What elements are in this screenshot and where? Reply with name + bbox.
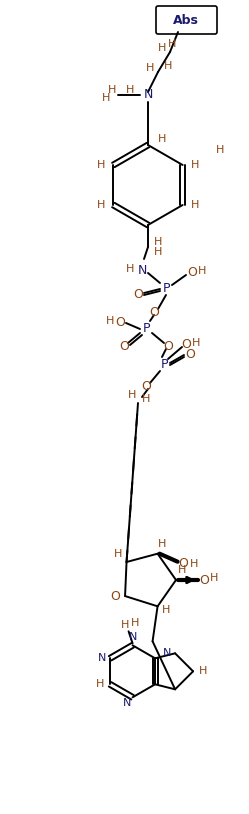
Text: H: H bbox=[164, 61, 172, 71]
Text: N: N bbox=[123, 698, 131, 708]
Text: N: N bbox=[128, 632, 137, 642]
Text: H: H bbox=[199, 667, 207, 676]
Text: N: N bbox=[137, 265, 147, 278]
Text: H: H bbox=[154, 247, 162, 257]
Text: O: O bbox=[179, 558, 188, 570]
Text: H: H bbox=[96, 680, 104, 689]
Text: P: P bbox=[162, 282, 170, 295]
Text: H: H bbox=[154, 237, 162, 247]
Text: H: H bbox=[142, 394, 150, 404]
Text: H: H bbox=[97, 200, 106, 210]
Text: N: N bbox=[143, 89, 153, 102]
Text: H: H bbox=[126, 264, 134, 274]
Text: N: N bbox=[98, 654, 106, 663]
Text: H: H bbox=[157, 539, 166, 549]
Text: O: O bbox=[181, 339, 191, 352]
Text: H: H bbox=[114, 549, 123, 559]
Text: O: O bbox=[110, 589, 120, 602]
Text: H: H bbox=[192, 338, 200, 348]
Text: H: H bbox=[106, 316, 114, 326]
Text: O: O bbox=[141, 380, 151, 393]
Text: P: P bbox=[160, 358, 168, 371]
Text: H: H bbox=[126, 85, 134, 95]
Text: H: H bbox=[158, 134, 166, 144]
Text: H: H bbox=[161, 606, 170, 615]
Text: O: O bbox=[133, 287, 143, 300]
Text: O: O bbox=[163, 340, 173, 353]
Text: H: H bbox=[190, 160, 199, 170]
Text: Abs: Abs bbox=[173, 14, 199, 27]
Text: H: H bbox=[108, 85, 116, 95]
Text: H: H bbox=[158, 43, 166, 53]
Text: O: O bbox=[149, 307, 159, 320]
Text: H: H bbox=[210, 573, 218, 583]
Text: H: H bbox=[130, 619, 139, 628]
Text: H: H bbox=[128, 390, 136, 400]
Text: H: H bbox=[168, 39, 176, 49]
Text: P: P bbox=[142, 322, 150, 335]
Text: O: O bbox=[185, 348, 195, 361]
Text: H: H bbox=[102, 93, 110, 103]
Text: H: H bbox=[189, 558, 198, 569]
Text: H: H bbox=[216, 145, 224, 155]
Text: O: O bbox=[115, 317, 125, 330]
Text: H: H bbox=[120, 620, 129, 630]
Text: H: H bbox=[190, 200, 199, 210]
Text: O: O bbox=[187, 266, 197, 279]
Text: N: N bbox=[163, 648, 171, 659]
Text: O: O bbox=[119, 340, 129, 353]
Text: H: H bbox=[198, 266, 206, 276]
Text: O: O bbox=[199, 574, 209, 587]
Text: H: H bbox=[146, 63, 154, 73]
Text: H: H bbox=[178, 565, 186, 575]
Text: H: H bbox=[97, 160, 106, 170]
FancyBboxPatch shape bbox=[156, 6, 217, 34]
